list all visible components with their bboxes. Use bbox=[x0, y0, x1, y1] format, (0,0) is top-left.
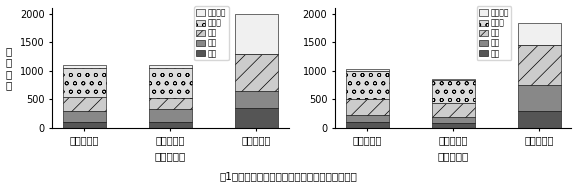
Bar bbox=[432, 103, 475, 117]
Bar bbox=[346, 71, 388, 99]
Bar bbox=[63, 65, 106, 68]
Bar bbox=[432, 117, 475, 123]
Bar bbox=[518, 85, 561, 111]
Bar bbox=[63, 96, 106, 111]
Text: 図1　転作活用・作業交換に伴う作付面積の変化: 図1 転作活用・作業交換に伴う作付面積の変化 bbox=[220, 171, 357, 181]
Bar bbox=[63, 111, 106, 122]
Bar bbox=[235, 108, 278, 128]
Legend: 作業受託, ごぼう, 大麦, 大豆, 水稲: 作業受託, ごぼう, 大麦, 大豆, 水稲 bbox=[194, 6, 228, 60]
Bar bbox=[346, 69, 388, 71]
Bar bbox=[63, 122, 106, 128]
Legend: 作業受託, たばこ, 大麦, 大豆, 水稲: 作業受託, たばこ, 大麦, 大豆, 水稲 bbox=[477, 6, 511, 60]
Bar bbox=[149, 65, 192, 68]
Bar bbox=[518, 23, 561, 45]
Bar bbox=[63, 68, 106, 96]
Bar bbox=[235, 54, 278, 91]
Bar bbox=[518, 111, 561, 128]
Bar bbox=[235, 14, 278, 54]
Bar bbox=[432, 79, 475, 80]
X-axis label: ごぼう経営: ごぼう経営 bbox=[155, 151, 186, 161]
Bar bbox=[149, 122, 192, 128]
Bar bbox=[235, 91, 278, 108]
Bar bbox=[149, 68, 192, 98]
Bar bbox=[346, 99, 388, 115]
Y-axis label: 作
付
面
積: 作 付 面 積 bbox=[6, 46, 12, 90]
Bar bbox=[518, 45, 561, 85]
Bar bbox=[432, 123, 475, 128]
Bar bbox=[149, 109, 192, 122]
Bar bbox=[149, 98, 192, 109]
Bar bbox=[432, 80, 475, 103]
X-axis label: たばこ経営: たばこ経営 bbox=[437, 151, 469, 161]
Bar bbox=[346, 115, 388, 122]
Bar bbox=[346, 122, 388, 128]
